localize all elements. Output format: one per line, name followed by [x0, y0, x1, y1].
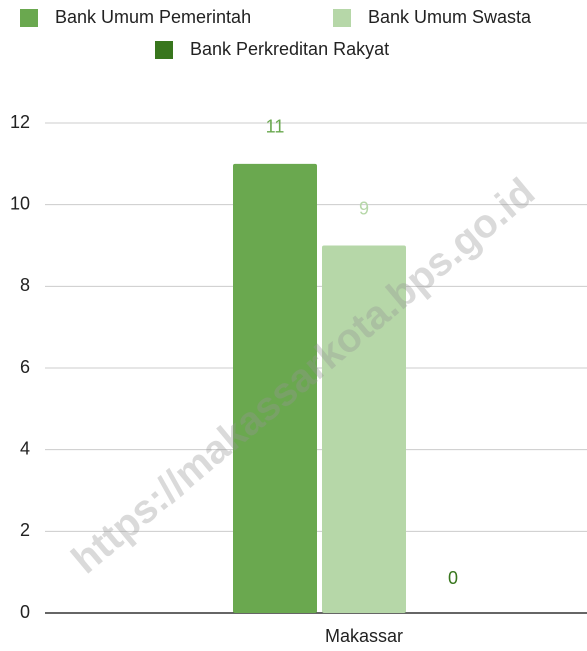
bar [322, 245, 406, 613]
y-tick-label: 10 [10, 193, 30, 213]
y-tick-label: 8 [20, 275, 30, 295]
y-tick-label: 0 [20, 602, 30, 622]
bar [233, 163, 317, 614]
legend-swatch [333, 9, 351, 27]
x-tick-label: Makassar [325, 626, 403, 646]
y-tick-label: 6 [20, 357, 30, 377]
legend-swatch [155, 41, 173, 59]
value-label: 9 [359, 198, 369, 218]
legend-label: Bank Perkreditan Rakyat [190, 39, 389, 59]
y-tick-label: 4 [20, 438, 30, 458]
y-tick-label: 2 [20, 520, 30, 540]
legend-label: Bank Umum Swasta [368, 7, 532, 27]
value-label: 0 [448, 568, 458, 588]
legend-label: Bank Umum Pemerintah [55, 7, 251, 27]
y-tick-label: 12 [10, 112, 30, 132]
legend-swatch [20, 9, 38, 27]
value-label: 11 [266, 117, 285, 137]
